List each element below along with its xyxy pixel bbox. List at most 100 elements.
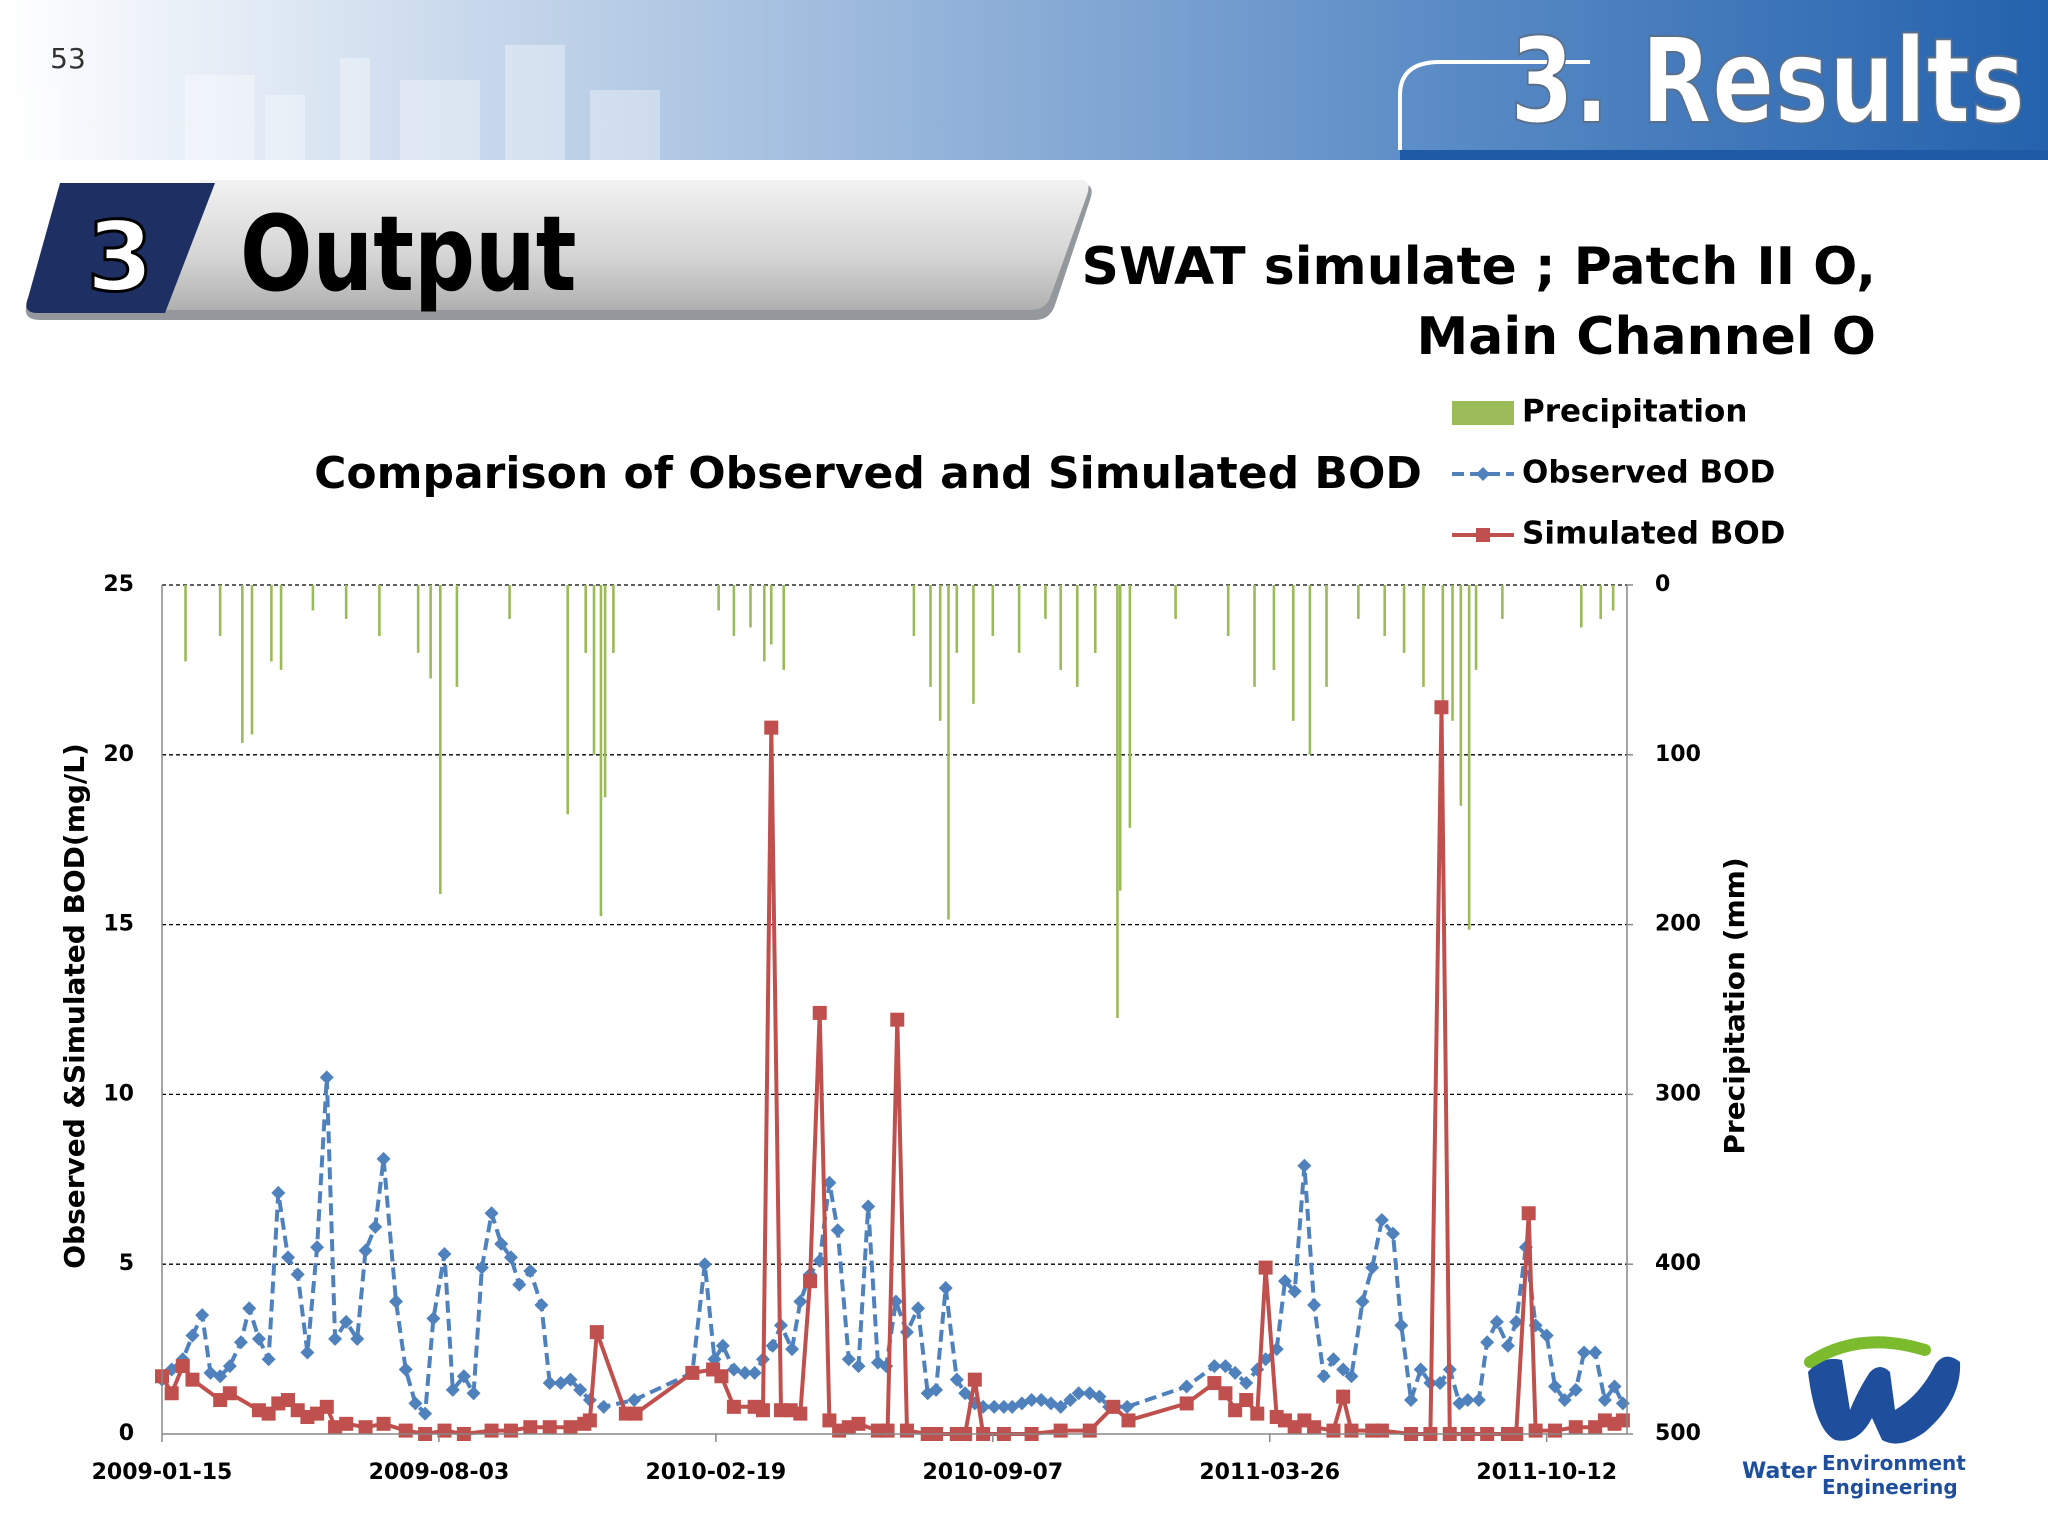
data-point <box>1326 1352 1341 1367</box>
data-point <box>1092 1389 1107 1404</box>
precip-bar <box>279 585 283 670</box>
precip-bar <box>947 585 950 920</box>
data-point <box>1403 1393 1418 1408</box>
banner-number: 3 <box>87 201 154 313</box>
y-tick-label: 10 <box>103 1081 134 1106</box>
data-point <box>1489 1314 1504 1329</box>
y2-tick-label: 300 <box>1655 1081 1701 1106</box>
precip-bar <box>749 585 752 628</box>
legend-label: Observed BOD <box>1522 455 1775 491</box>
precip-bar <box>1128 585 1132 828</box>
precip-bar <box>241 585 244 743</box>
data-point <box>233 1335 248 1350</box>
precip-bar <box>1308 585 1312 755</box>
data-point <box>389 1294 404 1309</box>
data-point <box>185 1372 200 1387</box>
data-point <box>899 1423 914 1438</box>
data-point <box>1239 1393 1254 1408</box>
data-point <box>1365 1260 1380 1275</box>
data-point <box>1460 1393 1475 1408</box>
data-point <box>563 1372 578 1387</box>
data-point <box>542 1420 557 1435</box>
data-point <box>466 1386 481 1401</box>
data-point <box>1385 1226 1400 1241</box>
data-point <box>175 1359 190 1374</box>
precip-bar <box>1357 585 1360 619</box>
precip-bar <box>1253 585 1256 687</box>
precip-bar <box>717 585 720 611</box>
header: 53 3. Results <box>0 0 2048 160</box>
precip-bar <box>1017 585 1021 653</box>
data-point <box>1500 1338 1515 1353</box>
data-point <box>715 1338 730 1353</box>
data-point <box>747 1365 762 1380</box>
data-point <box>300 1345 315 1360</box>
precip-bar <box>1611 585 1615 611</box>
logo-leaf <box>1804 1336 1931 1368</box>
data-point <box>785 1342 800 1357</box>
data-point <box>398 1423 413 1438</box>
precip-bar <box>184 585 187 662</box>
precip-bar <box>1325 585 1328 687</box>
precip-bar <box>938 585 942 721</box>
logo-mark <box>1808 1356 1961 1444</box>
data-point <box>714 1369 729 1384</box>
y2-tick-label: 400 <box>1655 1251 1701 1276</box>
data-point <box>812 1005 827 1020</box>
data-point <box>596 1399 611 1414</box>
data-point <box>1053 1399 1068 1414</box>
data-point <box>261 1352 276 1367</box>
data-point <box>1577 1345 1592 1360</box>
data-point <box>310 1240 325 1255</box>
precip-bar <box>912 585 916 636</box>
data-point <box>1434 700 1449 715</box>
data-point <box>1336 1389 1351 1404</box>
precip-bar <box>378 585 381 636</box>
data-point <box>899 1325 914 1340</box>
page-number: 53 <box>50 42 86 75</box>
data-point <box>398 1362 413 1377</box>
data-point <box>1316 1369 1331 1384</box>
data-point <box>1106 1399 1121 1414</box>
precip-bar <box>508 585 511 619</box>
precip-bar <box>1467 585 1471 930</box>
data-point <box>685 1365 700 1380</box>
data-point <box>328 1331 343 1346</box>
data-point <box>1082 1423 1097 1438</box>
data-point <box>185 1328 200 1343</box>
data-point <box>222 1359 237 1374</box>
data-point <box>764 720 779 735</box>
data-point <box>1344 1369 1359 1384</box>
data-point <box>628 1406 643 1421</box>
data-point <box>851 1416 866 1431</box>
precip-bar <box>991 585 995 636</box>
header-strip <box>1400 150 2048 160</box>
data-point <box>793 1406 808 1421</box>
data-point <box>996 1399 1011 1414</box>
precip-bar <box>1501 585 1504 619</box>
data-point <box>1433 1376 1448 1391</box>
plot-area <box>155 467 1630 1441</box>
subtitle-line: SWAT simulate ; Patch II O, <box>1082 237 1877 297</box>
data-point <box>319 1399 334 1414</box>
precip-bar <box>1044 585 1047 619</box>
data-point <box>938 1280 953 1295</box>
data-point <box>726 1362 741 1377</box>
data-point <box>222 1386 237 1401</box>
precip-bar <box>1451 585 1454 721</box>
legend-swatch <box>1452 401 1514 425</box>
precip-bar <box>1226 585 1230 636</box>
precip-bar <box>455 585 459 687</box>
data-point <box>803 1274 818 1289</box>
data-point <box>1547 1423 1562 1438</box>
precip-bar <box>1059 585 1062 670</box>
data-point <box>958 1386 973 1401</box>
data-point <box>1120 1399 1135 1414</box>
data-point <box>512 1277 527 1292</box>
data-point <box>1063 1393 1078 1408</box>
precip-bar <box>1599 585 1602 619</box>
data-point <box>627 1393 642 1408</box>
data-point <box>1228 1365 1243 1380</box>
data-point <box>1250 1406 1265 1421</box>
data-point <box>1228 1403 1243 1418</box>
